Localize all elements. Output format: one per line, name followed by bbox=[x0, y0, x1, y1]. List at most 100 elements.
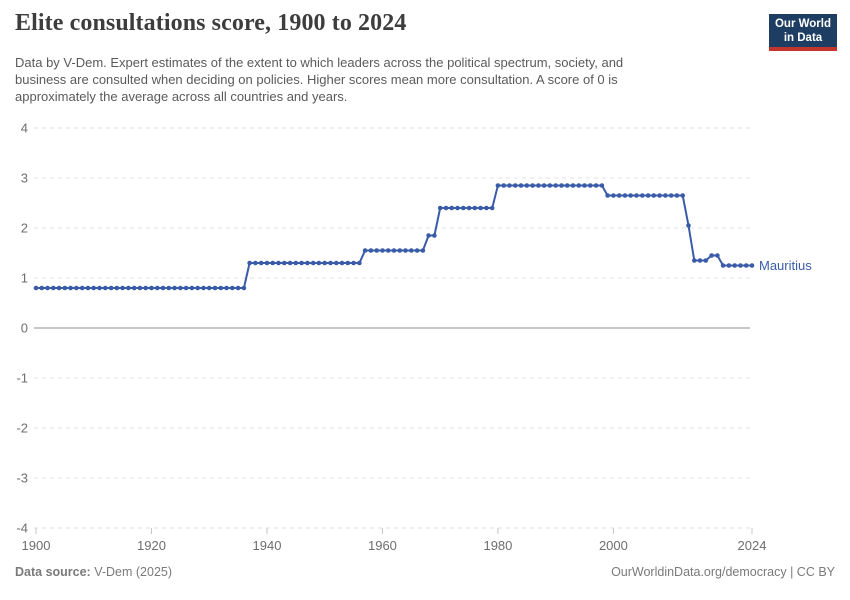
data-point bbox=[622, 193, 628, 198]
data-point bbox=[593, 183, 599, 188]
data-point bbox=[414, 248, 420, 253]
data-point bbox=[310, 260, 316, 266]
data-point bbox=[489, 205, 495, 211]
data-point bbox=[357, 260, 362, 266]
data-point bbox=[143, 285, 148, 291]
data-point bbox=[576, 183, 582, 188]
series-line bbox=[35, 184, 753, 289]
data-point bbox=[391, 248, 397, 253]
data-point bbox=[703, 258, 709, 263]
data-point bbox=[149, 285, 154, 291]
data-point bbox=[287, 260, 293, 266]
data-point bbox=[131, 285, 137, 291]
data-point bbox=[299, 260, 304, 266]
chart-footer: Data source: V-Dem (2025) OurWorldinData… bbox=[15, 565, 835, 579]
data-point bbox=[559, 183, 564, 188]
series-label: Mauritius bbox=[759, 258, 812, 273]
data-point bbox=[472, 205, 478, 211]
data-point bbox=[160, 285, 166, 291]
data-point bbox=[166, 285, 172, 291]
data-point bbox=[455, 205, 460, 211]
data-point bbox=[484, 205, 489, 211]
data-point bbox=[56, 285, 62, 291]
data-point bbox=[495, 183, 501, 188]
data-point bbox=[45, 285, 50, 291]
data-point bbox=[513, 183, 518, 188]
data-point bbox=[426, 233, 431, 238]
owid-logo-line2: in Data bbox=[783, 32, 823, 44]
data-point bbox=[218, 285, 224, 291]
data-point bbox=[605, 193, 610, 198]
data-point bbox=[507, 183, 512, 188]
data-point bbox=[582, 183, 587, 188]
x-axis-tick-label: 2000 bbox=[599, 538, 628, 553]
data-point bbox=[611, 193, 616, 198]
data-point bbox=[334, 260, 339, 266]
data-point bbox=[726, 263, 732, 268]
data-source-value: V-Dem (2025) bbox=[90, 565, 173, 579]
data-point bbox=[155, 285, 160, 291]
data-point bbox=[79, 285, 85, 291]
data-point bbox=[564, 183, 570, 188]
y-axis-tick-label: 0 bbox=[21, 321, 28, 336]
data-point bbox=[62, 285, 68, 291]
data-point bbox=[645, 193, 651, 198]
data-point bbox=[362, 248, 368, 253]
data-point bbox=[616, 193, 622, 198]
data-point bbox=[692, 258, 697, 263]
data-point bbox=[663, 193, 668, 198]
data-point bbox=[103, 285, 108, 291]
y-axis-tick-label: -3 bbox=[16, 471, 28, 486]
data-point bbox=[466, 205, 472, 211]
y-axis-tick-label: 1 bbox=[21, 271, 28, 286]
data-point bbox=[97, 285, 102, 291]
data-point bbox=[247, 260, 252, 266]
data-point bbox=[697, 258, 703, 263]
owid-logo: Our World in Data bbox=[769, 14, 837, 51]
data-point bbox=[443, 205, 449, 211]
data-point bbox=[732, 263, 737, 268]
credit-line: OurWorldinData.org/democracy | CC BY bbox=[611, 565, 835, 579]
data-point bbox=[316, 260, 322, 266]
data-point bbox=[588, 183, 593, 188]
data-point bbox=[524, 183, 530, 188]
chart-subtitle-line: approximately the average across all cou… bbox=[15, 89, 348, 104]
data-point bbox=[738, 263, 743, 268]
y-axis-tick-label: 2 bbox=[21, 221, 28, 236]
data-point bbox=[374, 248, 380, 253]
data-point bbox=[628, 193, 633, 198]
line-chart: 4 3 2 1 0 -1 -2 -3 -4 1900 1920 1940 1960 1980 2000 202… bbox=[0, 115, 850, 560]
data-point bbox=[553, 183, 558, 188]
data-point bbox=[709, 253, 714, 258]
data-point bbox=[640, 193, 645, 198]
chart-subtitle-line: Data by V-Dem. Expert estimates of the e… bbox=[15, 55, 624, 70]
data-point bbox=[235, 285, 241, 291]
data-point bbox=[403, 248, 408, 253]
data-point bbox=[536, 183, 541, 188]
y-axis-tick-label: -2 bbox=[16, 421, 28, 436]
data-point bbox=[108, 285, 114, 291]
series-mauritius: Mauritius bbox=[33, 183, 812, 291]
data-point bbox=[715, 253, 720, 258]
chart-subtitle: Data by V-Dem. Expert estimates of the e… bbox=[15, 54, 775, 105]
data-point bbox=[478, 205, 483, 211]
y-axis-tick-label: -4 bbox=[16, 521, 28, 536]
x-axis-tick-label: 1980 bbox=[483, 538, 512, 553]
owid-logo-line1: Our World bbox=[774, 18, 831, 30]
data-point bbox=[328, 260, 333, 266]
y-axis-tick-label: 4 bbox=[21, 121, 28, 136]
y-axis-tick-label: 3 bbox=[21, 171, 28, 186]
data-point bbox=[368, 248, 374, 253]
data-point bbox=[120, 285, 125, 291]
data-point bbox=[743, 263, 749, 268]
data-point bbox=[68, 285, 73, 291]
data-point bbox=[380, 248, 385, 253]
data-source: Data source: V-Dem (2025) bbox=[15, 565, 172, 579]
chart-subtitle-line: business are consulted when deciding on … bbox=[15, 72, 618, 87]
data-point bbox=[212, 285, 218, 291]
data-point bbox=[409, 248, 414, 253]
data-point bbox=[276, 260, 281, 266]
data-point bbox=[570, 183, 576, 188]
data-point bbox=[264, 260, 270, 266]
data-point bbox=[74, 285, 79, 291]
